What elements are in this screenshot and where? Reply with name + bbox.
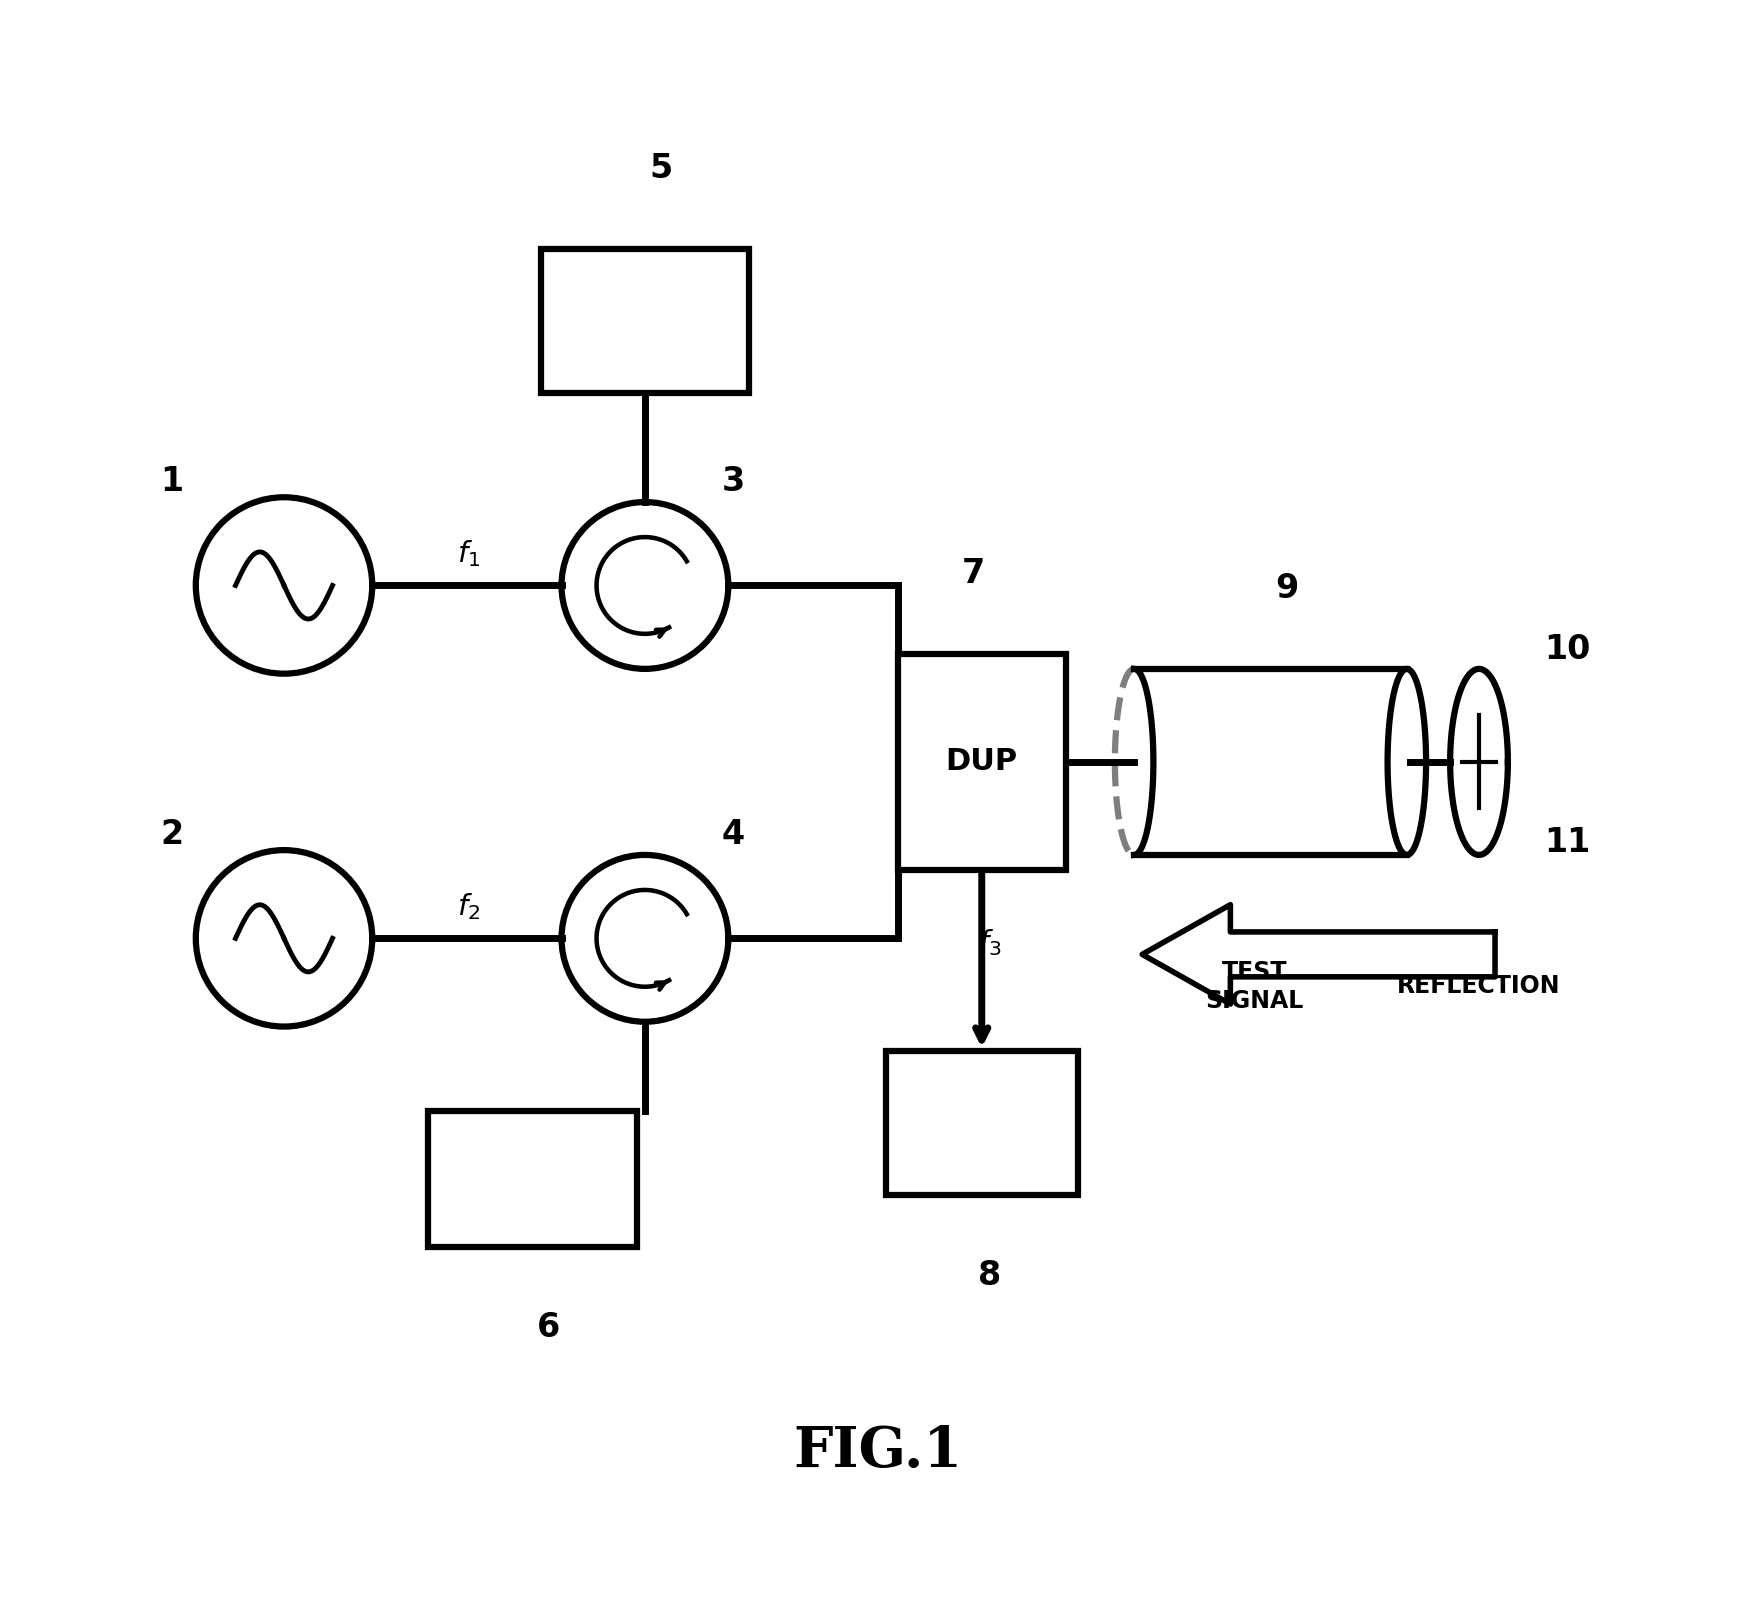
Text: TEST
SIGNAL: TEST SIGNAL <box>1206 959 1304 1014</box>
Text: 9: 9 <box>1274 573 1299 605</box>
Text: $f_1$: $f_1$ <box>456 537 481 569</box>
Text: REFLECTION: REFLECTION <box>1397 975 1560 998</box>
Text: 3: 3 <box>721 465 744 497</box>
Text: 5: 5 <box>649 152 672 184</box>
Text: 7: 7 <box>962 557 985 590</box>
Text: FIG.1: FIG.1 <box>793 1424 962 1479</box>
Text: 6: 6 <box>537 1310 560 1344</box>
Text: $f_3$: $f_3$ <box>978 927 1002 958</box>
Text: DUP: DUP <box>946 747 1018 776</box>
Bar <box>897 654 1065 869</box>
Text: $f_2$: $f_2$ <box>456 890 481 922</box>
Text: 2: 2 <box>160 818 183 850</box>
Bar <box>886 1051 1078 1195</box>
Bar <box>428 1110 637 1248</box>
Text: 8: 8 <box>978 1259 1002 1291</box>
Text: 11: 11 <box>1544 826 1590 858</box>
Bar <box>1134 669 1408 855</box>
Text: 1: 1 <box>160 465 183 497</box>
Bar <box>541 249 749 393</box>
Text: 10: 10 <box>1544 634 1590 666</box>
Text: 4: 4 <box>721 818 744 850</box>
